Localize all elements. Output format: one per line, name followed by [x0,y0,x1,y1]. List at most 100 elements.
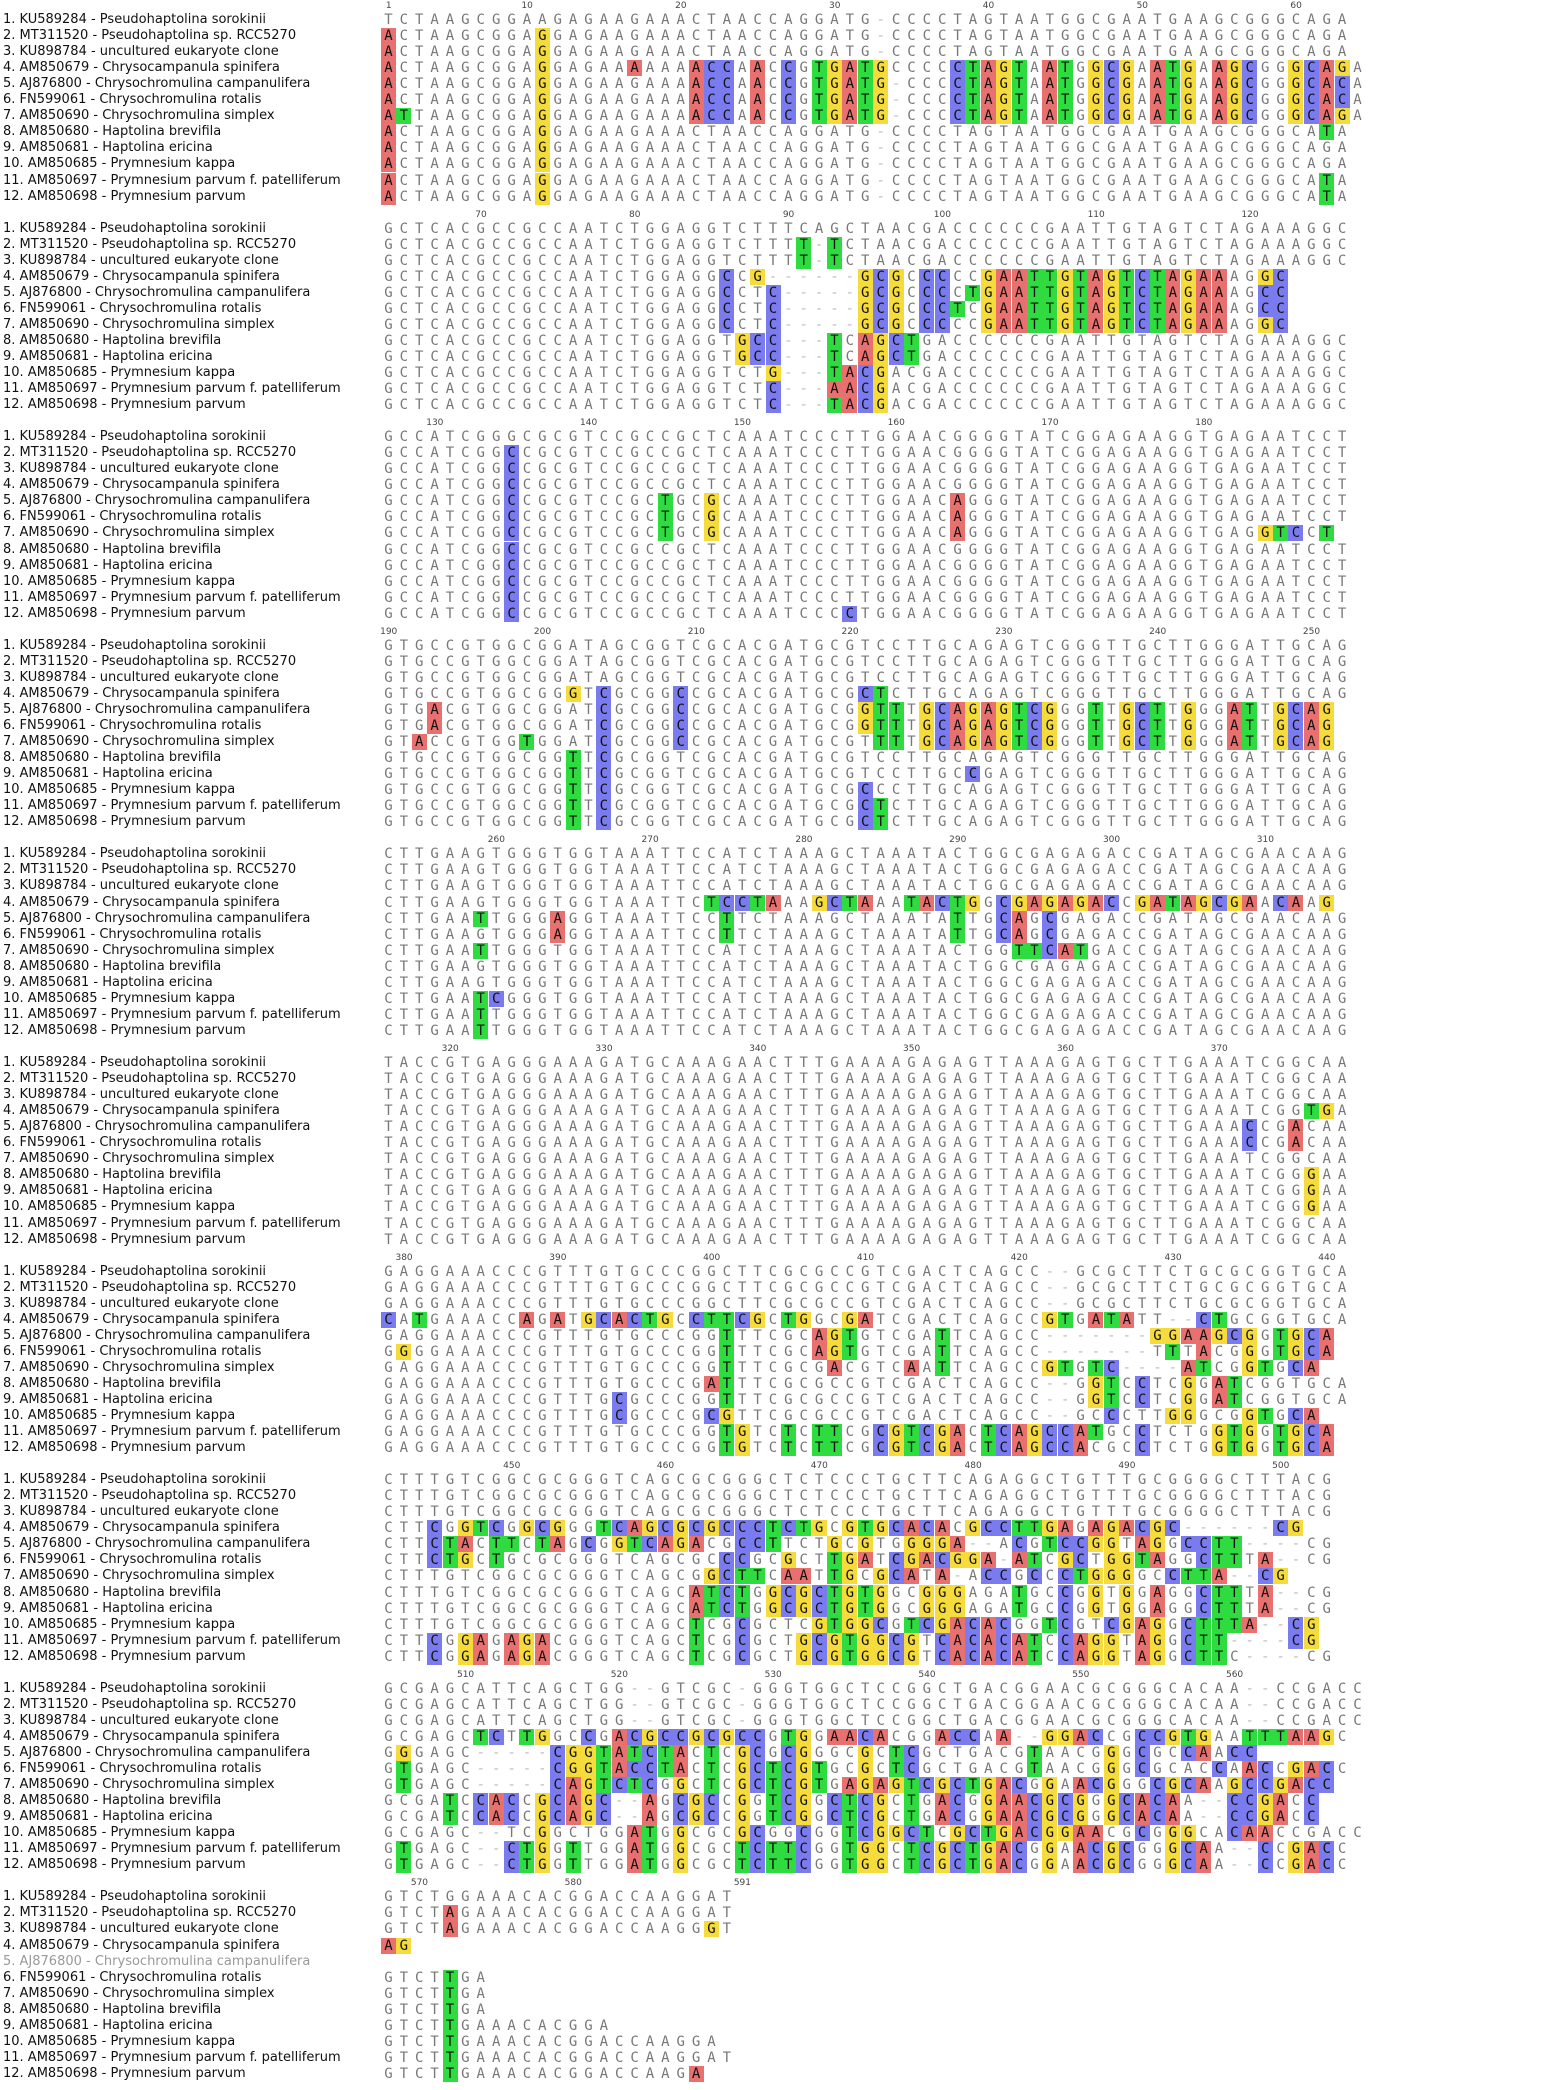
base-cell: C [458,317,473,333]
base-cell: A [519,124,534,140]
base-cell: C [596,542,611,558]
base-cell: A [427,108,442,124]
base-cell: T [1181,237,1196,253]
base-cell: G [812,189,827,205]
base-cell: A [735,574,750,590]
base-cell: C [766,333,781,349]
base-cell: T [1335,542,1350,558]
base-cell: A [1150,397,1165,413]
base-cell: A [673,12,688,28]
base-cell: A [443,237,458,253]
base-cell: T [842,542,857,558]
base-cell: C [965,317,980,333]
base-cell: A [735,493,750,509]
sequence-label: 5. AJ876800 - Chrysochromulina campanuli… [3,493,375,509]
base-cell: A [658,60,673,76]
base-cell: A [1104,525,1119,541]
base-cell: C [473,92,488,108]
base-cell: C [1058,445,1073,461]
base-cell: C [858,381,873,397]
base-cell: A [581,269,596,285]
base-cell: T [996,156,1011,172]
base-cell: C [658,558,673,574]
base-cell: T [412,28,427,44]
base-cell: T [1335,461,1350,477]
base-cell: C [1258,285,1273,301]
base-cell: C [489,317,504,333]
base-cell: C [1288,140,1303,156]
base-cell: A [581,333,596,349]
base-cell: A [719,140,734,156]
base-cell: C [873,301,888,317]
base-cell: G [1104,156,1119,172]
base-cell: C [796,574,811,590]
base-cell: G [381,542,396,558]
base-cell: A [889,237,904,253]
base-cell: C [1227,28,1242,44]
base-cell: A [719,189,734,205]
base-cell: A [735,173,750,189]
gap-cell: - [842,285,857,301]
base-cell: A [889,397,904,413]
base-cell: T [858,477,873,493]
base-cell: C [919,124,934,140]
base-cell: G [981,285,996,301]
base-cell: G [566,429,581,445]
base-cell: C [427,253,442,269]
base-cell: G [1242,509,1257,525]
base-cell: C [935,429,950,445]
base-cell: T [1288,509,1303,525]
base-cell: G [858,317,873,333]
base-cell: C [735,221,750,237]
base-cell: G [1058,285,1073,301]
base-cell: T [443,493,458,509]
base-cell: A [1058,237,1073,253]
base-cell: A [443,108,458,124]
base-cell: A [1058,349,1073,365]
base-cell: T [1196,509,1211,525]
base-cell: A [566,269,581,285]
gap-cell: - [781,397,796,413]
base-cell: C [950,60,965,76]
base-cell: G [1042,333,1057,349]
base-cell: T [704,590,719,606]
ruler-label: 160 [881,417,911,429]
base-cell: A [642,92,657,108]
base-cell: C [996,333,1011,349]
base-cell: G [1258,189,1273,205]
base-cell: A [735,590,750,606]
base-cell: G [1242,558,1257,574]
base-cell: T [750,237,765,253]
base-cell: C [519,574,534,590]
base-cell: G [550,189,565,205]
base-cell: A [1227,429,1242,445]
base-cell: G [566,461,581,477]
base-cell: T [796,237,811,253]
base-cell: C [1335,92,1350,108]
base-cell: T [627,301,642,317]
base-cell: C [642,477,657,493]
base-cell: A [1027,76,1042,92]
base-cell: C [612,237,627,253]
base-cell: C [796,525,811,541]
base-cell: C [981,253,996,269]
sequence-label: 12. AM850698 - Prymnesium parvum [3,189,375,205]
base-cell: C [950,333,965,349]
base-cell: G [1119,381,1134,397]
base-cell: T [596,317,611,333]
base-cell: G [642,301,657,317]
base-cell: C [719,590,734,606]
sequence-label: 3. KU898784 - uncultured eukaryote clone [3,253,375,269]
base-cell: C [550,269,565,285]
base-cell: G [981,542,996,558]
base-cell: C [919,269,934,285]
base-cell: T [842,140,857,156]
base-cell: G [519,253,534,269]
base-cell: A [381,28,396,44]
base-cell: G [489,60,504,76]
base-cell: C [919,108,934,124]
base-cell: A [1165,285,1180,301]
base-cell: A [673,269,688,285]
base-cell: C [504,381,519,397]
base-cell: C [873,269,888,285]
